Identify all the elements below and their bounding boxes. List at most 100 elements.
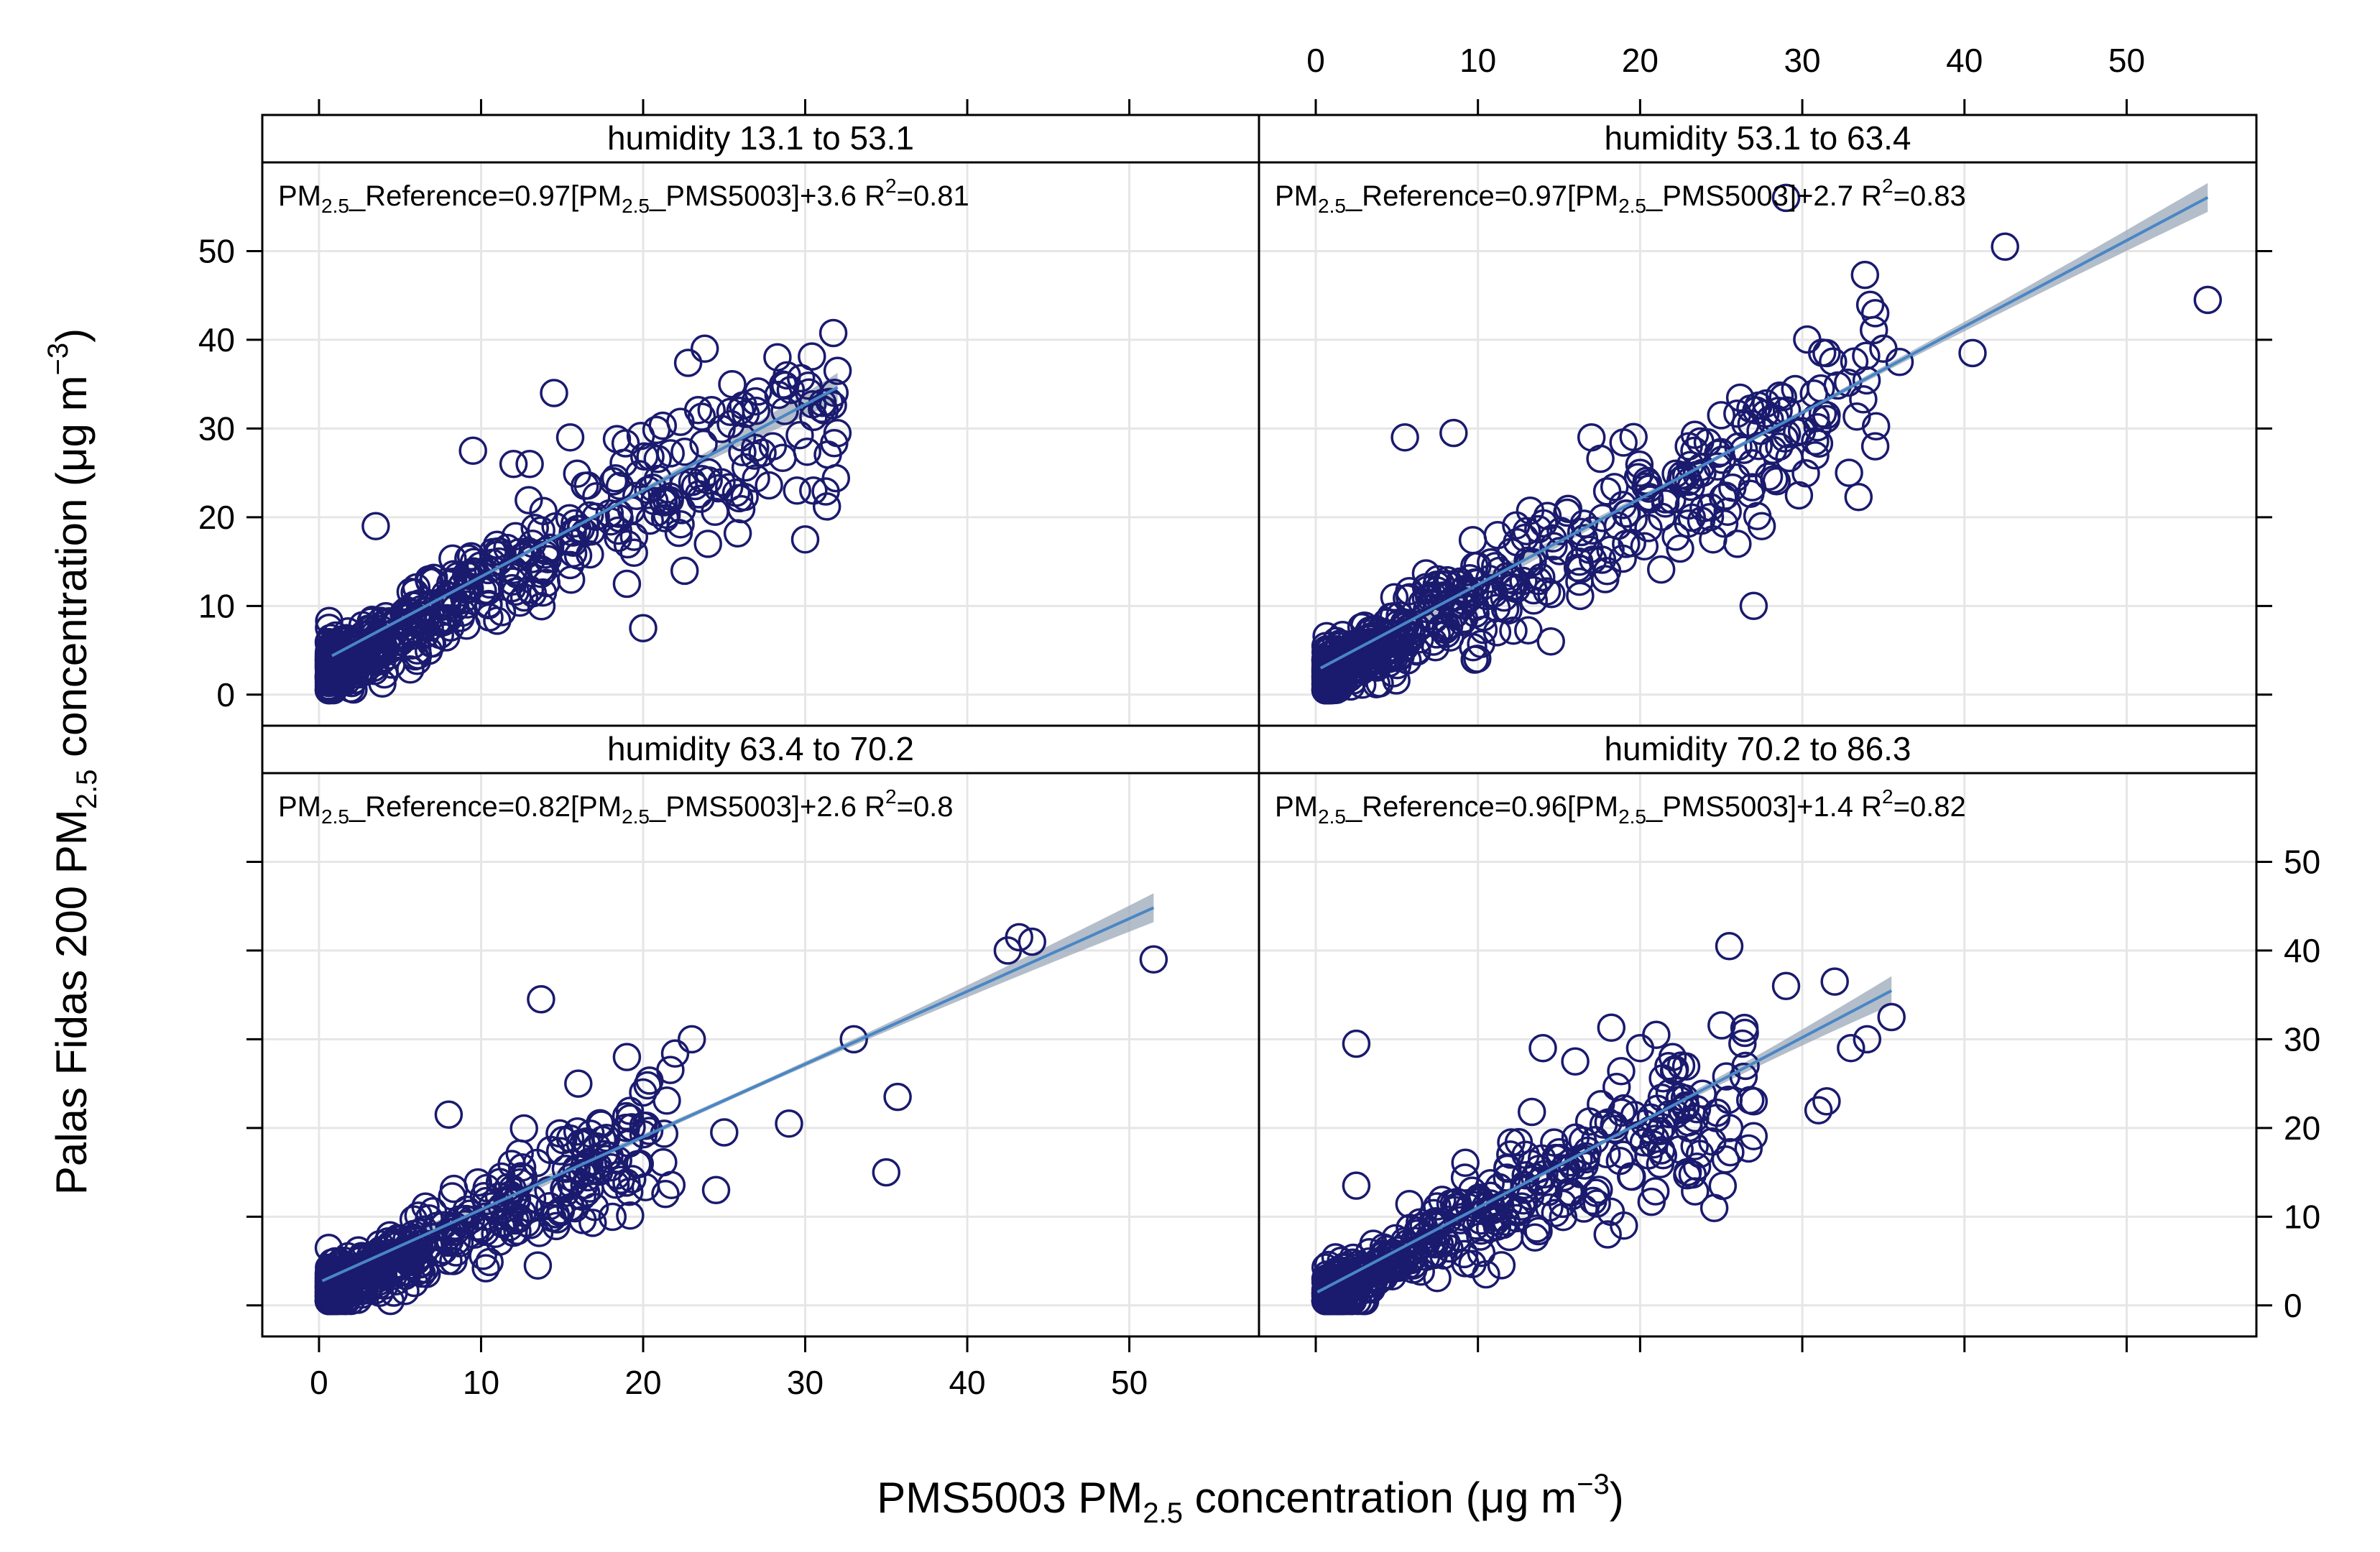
scatter-point — [701, 1175, 731, 1205]
scatter-point — [361, 1260, 389, 1290]
y-tick-label: 50 — [198, 232, 235, 269]
scatter-point — [1536, 627, 1565, 656]
scatter-point — [1339, 1267, 1369, 1296]
x-tick-label: 50 — [2108, 42, 2145, 79]
scatter-point — [604, 499, 634, 528]
scatter-point — [1618, 528, 1646, 558]
scatter-point — [1487, 1251, 1516, 1280]
scatter-point — [1731, 1051, 1760, 1081]
scatter-point — [1723, 399, 1752, 428]
labels: humidity 13.1 to 53.1 PM2.5_Reference=0.9… — [198, 42, 2320, 1401]
scatter-point — [1545, 537, 1574, 565]
scatter-point — [1610, 1211, 1638, 1240]
scatter-point — [1849, 385, 1878, 414]
scatter-point — [670, 438, 699, 466]
scatter-point — [1804, 429, 1834, 458]
scatter-point — [1642, 1020, 1671, 1049]
scatter-point — [656, 439, 685, 468]
scatter-point — [395, 1230, 423, 1260]
scatter-point — [412, 600, 442, 629]
scatter-point — [820, 429, 849, 458]
scatter-point — [483, 606, 512, 635]
scatter-point — [1844, 482, 1873, 512]
scatter-point — [1329, 1284, 1359, 1313]
scatter-point — [673, 348, 703, 377]
scatter-point — [534, 1176, 563, 1205]
scatter-point — [582, 482, 611, 511]
scatter-point — [451, 1210, 479, 1239]
scatter-point — [1666, 1082, 1694, 1112]
scatter-point — [649, 1147, 678, 1177]
scatter-point — [1885, 348, 1914, 377]
scatter-point — [471, 1254, 500, 1283]
y-tick-label: 0 — [216, 676, 235, 713]
scatter-point — [1516, 496, 1545, 525]
scatter-point — [1587, 1089, 1615, 1119]
scatter-point — [1804, 1096, 1833, 1124]
scatter-point — [625, 1150, 655, 1178]
scatter-point — [451, 575, 480, 604]
scatter-point — [1355, 645, 1385, 675]
scatter-point — [314, 653, 343, 683]
scatter-point — [499, 1218, 528, 1247]
fit-line — [321, 906, 1155, 1283]
scatter-point — [1646, 555, 1676, 584]
scatter-point — [619, 522, 649, 551]
equation-annotation: PM2.5_Reference=0.96[PM2.5_PMS5003]+1.4 … — [1275, 785, 1966, 828]
scatter-point — [642, 498, 671, 527]
scatter-point — [872, 1158, 901, 1187]
scatter-point — [660, 1039, 690, 1068]
scatter-point — [543, 1205, 572, 1234]
scatter-point — [434, 1100, 463, 1130]
scatter-point — [1592, 477, 1622, 506]
scatter-point — [1707, 445, 1737, 474]
scatter-point — [629, 614, 658, 642]
panel-strip — [1258, 114, 2258, 164]
scatter-point — [501, 577, 530, 606]
panel-title: humidity 70.2 to 86.3 — [1604, 730, 1911, 767]
scatter-point — [404, 1201, 433, 1230]
scatter-point — [1666, 534, 1694, 563]
scatter-point — [815, 387, 844, 417]
scatter-point — [356, 1247, 385, 1275]
scatter-point — [1771, 971, 1801, 1001]
scatter-point — [1661, 522, 1690, 551]
scatter-point — [463, 1212, 492, 1241]
scatter-point — [632, 1111, 661, 1140]
scatter-point — [1423, 1192, 1452, 1221]
scatter-point — [1380, 583, 1409, 612]
scatter-point — [1589, 1110, 1618, 1139]
x-tick-label: 20 — [624, 1364, 661, 1401]
scatter-point — [1678, 1160, 1707, 1189]
scatter-point — [1561, 1047, 1590, 1076]
scatter-point — [601, 464, 630, 493]
scatter-point — [1723, 530, 1752, 558]
scatter-point — [599, 467, 628, 496]
scatter-point — [604, 516, 632, 545]
scatter-point — [1728, 1029, 1757, 1058]
scatter-point — [598, 1202, 627, 1232]
scatter-point — [689, 429, 718, 458]
scatter-point — [1855, 290, 1885, 320]
scatter-point — [1623, 463, 1653, 491]
scatter-point — [1752, 389, 1781, 418]
scatter-point — [1524, 567, 1553, 596]
y-tick-label: 40 — [198, 321, 235, 359]
scatter-point — [1311, 646, 1341, 675]
x-tick-label: 10 — [1459, 42, 1496, 79]
scatter-point — [1485, 556, 1514, 586]
scatter-point — [633, 1071, 662, 1100]
scatter-point — [1630, 532, 1659, 561]
scatter-point — [1434, 611, 1464, 640]
scatter-point — [714, 473, 744, 502]
scatter-point — [1770, 424, 1799, 453]
panel-frame — [1258, 772, 2258, 1338]
scatter-point — [612, 1043, 642, 1071]
scatter-point — [1541, 1198, 1570, 1227]
scatter-point — [758, 432, 788, 461]
scatter-point — [742, 396, 771, 425]
scatter-point — [1411, 559, 1441, 588]
scatter-point — [1390, 422, 1419, 452]
scatter-point — [1852, 341, 1881, 370]
scatter-point — [1593, 1220, 1622, 1249]
